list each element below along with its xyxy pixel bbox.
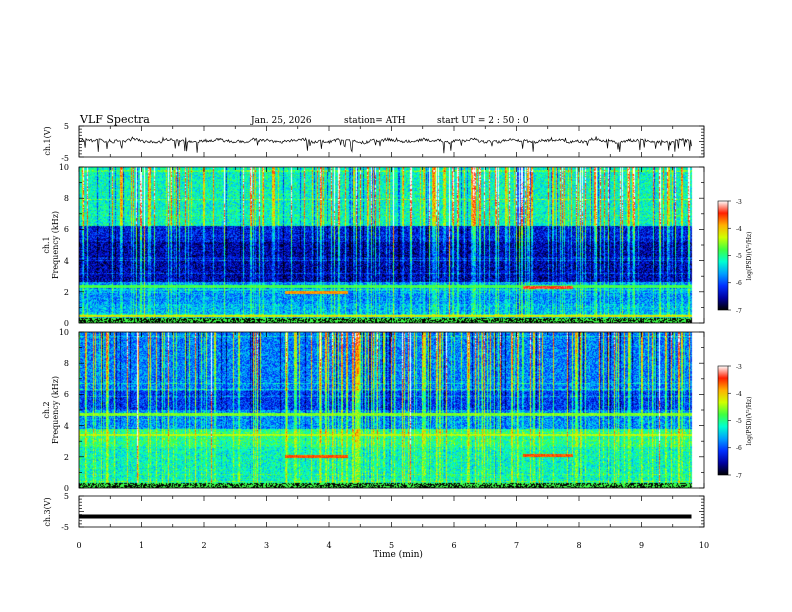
date-label: Jan. 25, 2026 xyxy=(250,116,312,126)
ch2-ytick-4: 4 xyxy=(64,422,69,431)
ch2-spec-ylabel: Frequency (kHz) xyxy=(51,376,60,444)
ch1-cb-tick-3: -3 xyxy=(736,199,742,206)
ch1-wave-ytick-bottom: -5 xyxy=(61,154,69,163)
ch1-spec-ylabel: Frequency (kHz) xyxy=(51,211,60,279)
start-time-label: start UT = 2 : 50 : 0 xyxy=(437,116,529,126)
ch3-wave-ytick-bottom: -5 xyxy=(61,523,69,532)
x-tick-label: 7 xyxy=(514,541,519,550)
station-label: station= ATH xyxy=(344,116,406,126)
ch2-cb-tick-6: -6 xyxy=(736,445,742,452)
ch1-ytick-0: 0 xyxy=(64,319,69,328)
ch2-colorbar: -3 -4 -5 -6 -7 log(PSD)(V²/Hz) xyxy=(717,364,753,480)
ch2-spec-channel-label: ch.2 xyxy=(42,401,51,418)
x-tick-label: 6 xyxy=(451,541,456,550)
ch1-ytick-4: 4 xyxy=(64,257,69,266)
ch1-wave-ylabel: ch.1(V) xyxy=(43,126,52,155)
ch1-waveform-ticks xyxy=(78,125,705,158)
x-tick-label: 4 xyxy=(326,541,331,550)
ch2-ytick-0: 0 xyxy=(64,484,69,493)
chart-title: VLF Spectra xyxy=(79,113,150,126)
ch2-colorbar-label: log(PSD)(V²/Hz) xyxy=(746,397,753,446)
ch1-wave-ytick-top: 5 xyxy=(64,122,69,131)
ch1-colorbar-gradient xyxy=(717,200,729,311)
ch1-ytick-8: 8 xyxy=(64,194,69,203)
ch2-spectrogram-image xyxy=(79,332,704,488)
ch1-ytick-2: 2 xyxy=(64,288,69,297)
ch2-cb-tick-7: -7 xyxy=(736,473,742,480)
ch2-colorbar-gradient xyxy=(717,365,729,476)
ch2-spectrogram-panel: 10 8 6 4 2 0 ch.2 Frequency (kHz) xyxy=(42,328,705,493)
ch1-spectrogram-image xyxy=(79,167,704,323)
ch1-spectrogram-panel: 10 8 6 4 2 0 ch.1 Frequency (kHz) xyxy=(42,163,705,328)
ch1-waveform-trace xyxy=(78,136,692,154)
x-tick-label: 2 xyxy=(201,541,206,550)
ch3-wave-ytick-top: 5 xyxy=(64,492,69,501)
ch2-cb-tick-4: -4 xyxy=(736,391,742,398)
ch1-colorbar-label: log(PSD)(V²/Hz) xyxy=(746,232,753,281)
x-tick-label: 9 xyxy=(639,541,644,550)
x-tick-label: 8 xyxy=(576,541,581,550)
ch1-ytick-6: 6 xyxy=(64,225,69,234)
ch1-ytick-10: 10 xyxy=(59,163,69,172)
ch2-cb-tick-3: -3 xyxy=(736,364,742,371)
x-tick-label: 1 xyxy=(139,541,144,550)
ch1-cb-tick-5: -5 xyxy=(736,253,742,260)
ch1-colorbar-ticks xyxy=(728,200,731,311)
ch2-colorbar-ticks xyxy=(728,365,731,476)
ch1-spec-channel-label: ch.1 xyxy=(42,236,51,253)
ch1-colorbar: -3 -4 -5 -6 -7 log(PSD)(V²/Hz) xyxy=(717,199,753,315)
ch2-ytick-6: 6 xyxy=(64,390,69,399)
ch1-cb-tick-6: -6 xyxy=(736,280,742,287)
x-tick-label: 10 xyxy=(699,541,709,550)
ch1-waveform-panel: 5 -5 ch.1(V) xyxy=(43,122,705,163)
x-axis-label: Time (min) xyxy=(373,549,423,560)
x-tick-label: 0 xyxy=(76,541,81,550)
ch2-cb-tick-5: -5 xyxy=(736,418,742,425)
x-tick-label: 3 xyxy=(264,541,269,550)
ch3-waveform-panel: 5 -5 ch.3(V) xyxy=(43,492,705,532)
ch1-cb-tick-4: -4 xyxy=(736,226,742,233)
ch2-ytick-2: 2 xyxy=(64,453,69,462)
ch1-cb-tick-7: -7 xyxy=(736,308,742,315)
ch2-ytick-8: 8 xyxy=(64,359,69,368)
ch3-wave-ylabel: ch.3(V) xyxy=(43,497,52,526)
ch2-spectrogram-ticks xyxy=(78,331,705,489)
ch3-waveform-ticks xyxy=(78,495,705,528)
ch1-spectrogram-ticks xyxy=(78,166,705,324)
x-axis-tick-labels: 0 1 2 3 4 5 6 7 8 9 10 xyxy=(76,541,709,550)
x-tick-label: 5 xyxy=(389,541,394,550)
ch2-ytick-10: 10 xyxy=(59,328,69,337)
